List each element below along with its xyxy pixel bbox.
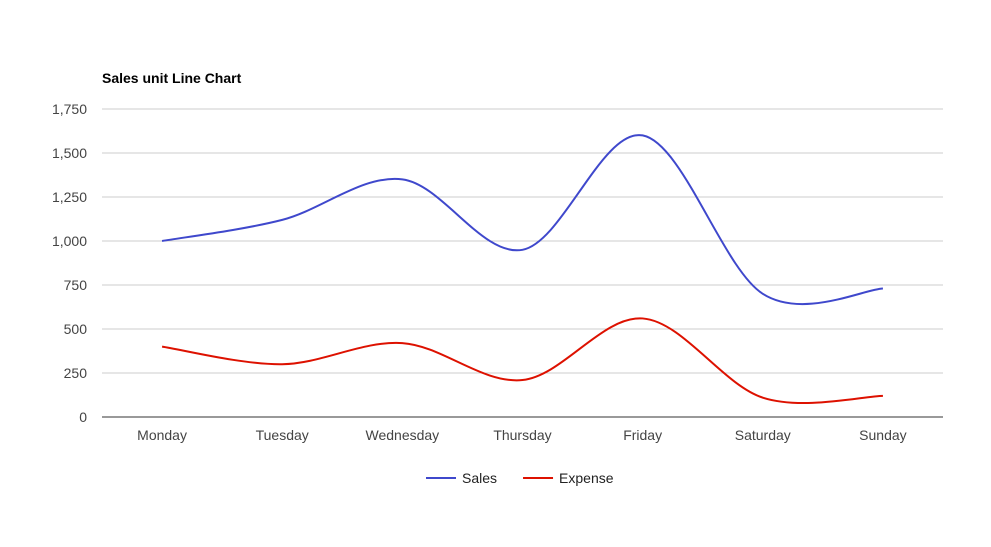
series-line-expense xyxy=(161,317,883,404)
y-tick-label: 1,750 xyxy=(52,101,87,117)
x-tick-label: Saturday xyxy=(735,427,791,443)
x-tick-label: Wednesday xyxy=(366,427,440,443)
x-axis-ticks: Monday Tuesday Wednesday Thursday Friday Satu… xyxy=(137,427,907,443)
legend-label: Sales xyxy=(462,470,497,486)
y-tick-label: 500 xyxy=(64,321,88,337)
series-line-sales xyxy=(161,134,884,305)
legend: Sales Expense xyxy=(426,470,614,486)
series-lines xyxy=(161,134,884,404)
y-tick-label: 0 xyxy=(79,409,87,425)
y-tick-label: 750 xyxy=(64,277,88,293)
gridlines xyxy=(102,108,943,418)
x-tick-label: Friday xyxy=(623,427,662,443)
x-tick-label: Sunday xyxy=(859,427,906,443)
y-tick-label: 1,500 xyxy=(52,145,87,161)
chart-title: Sales unit Line Chart xyxy=(102,70,242,86)
legend-item-sales[interactable]: Sales xyxy=(426,470,497,486)
x-tick-label: Monday xyxy=(137,427,187,443)
x-tick-label: Thursday xyxy=(493,427,551,443)
y-tick-label: 1,000 xyxy=(52,233,87,249)
x-tick-label: Tuesday xyxy=(256,427,309,443)
legend-item-expense[interactable]: Expense xyxy=(523,470,614,486)
y-axis-ticks: 0 250 500 750 1,000 1,250 1,500 1,750 xyxy=(52,101,87,425)
y-tick-label: 1,250 xyxy=(52,189,87,205)
y-tick-label: 250 xyxy=(64,365,88,381)
legend-label: Expense xyxy=(559,470,614,486)
